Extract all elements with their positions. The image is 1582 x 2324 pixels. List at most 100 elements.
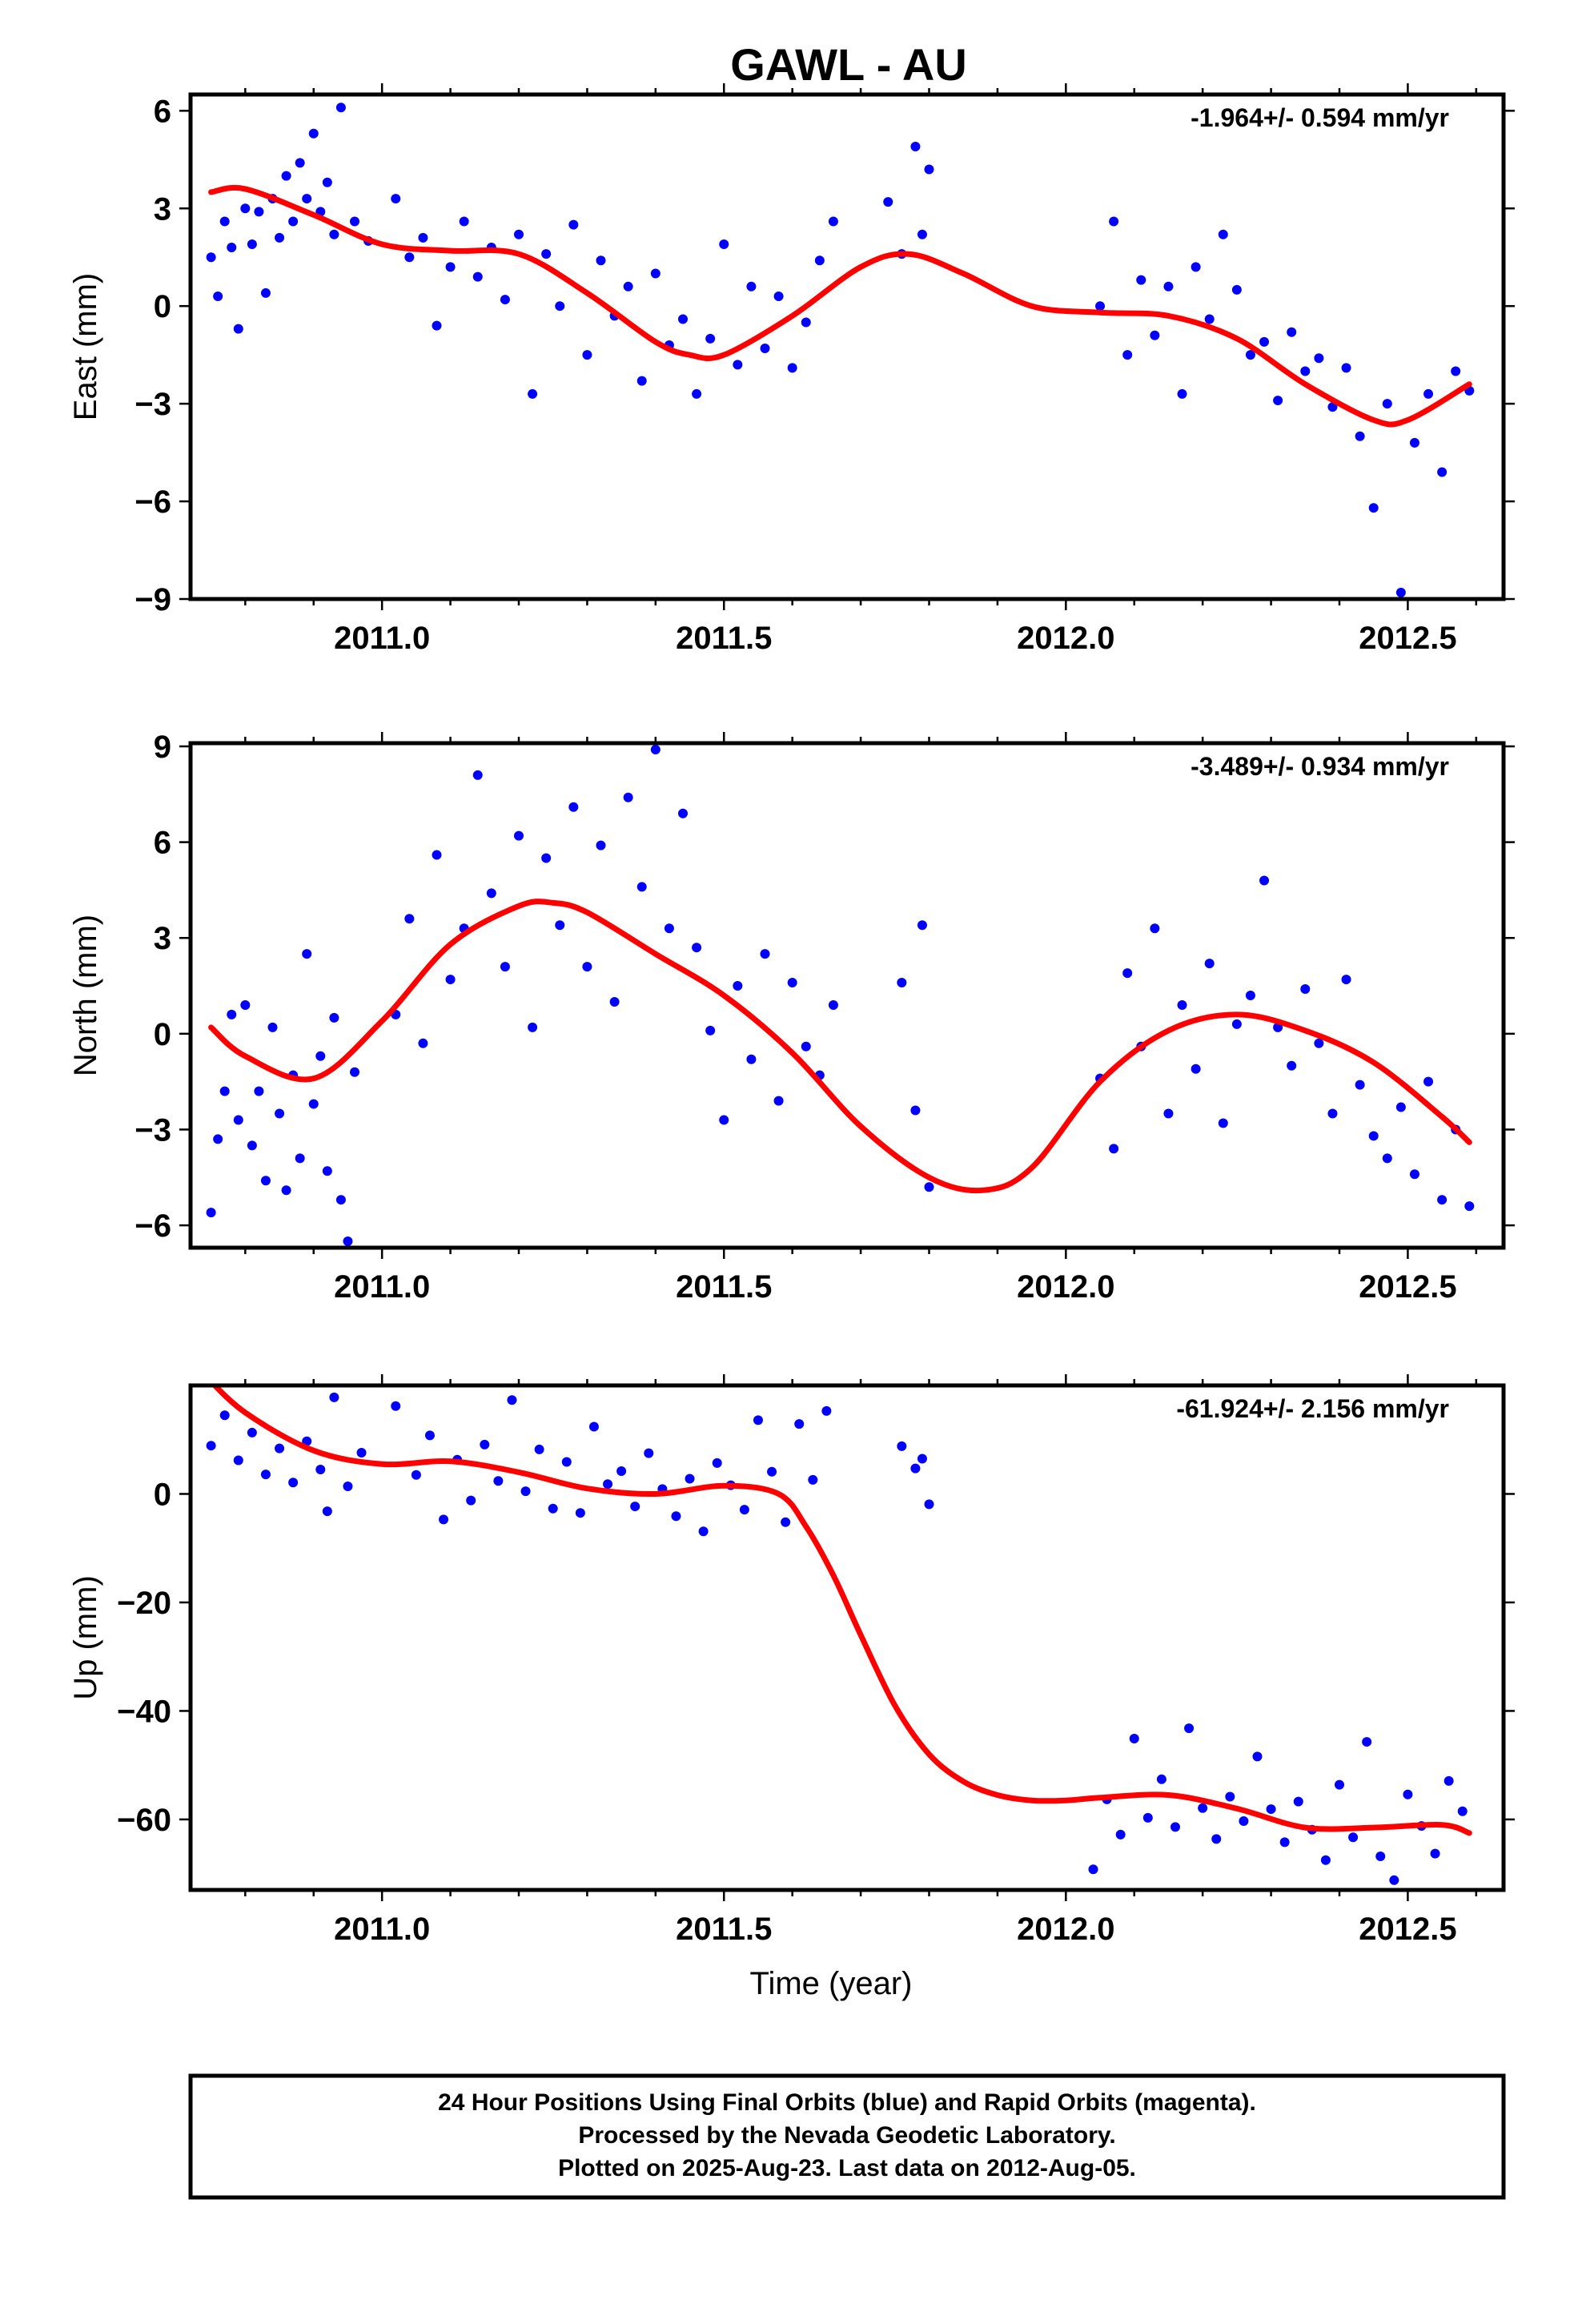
y-tick-label: 6 bbox=[154, 94, 171, 129]
data-point bbox=[1300, 366, 1311, 376]
data-point bbox=[445, 975, 456, 985]
data-point bbox=[1423, 1076, 1434, 1087]
data-point bbox=[650, 268, 661, 279]
data-point bbox=[705, 333, 716, 344]
x-tick-label: 2012.5 bbox=[1359, 1912, 1456, 1947]
data-point bbox=[1122, 350, 1133, 360]
up-fit-curve bbox=[211, 1385, 1472, 1836]
data-point bbox=[1239, 1815, 1249, 1826]
data-point bbox=[1430, 1848, 1440, 1859]
data-point bbox=[808, 1474, 818, 1485]
data-point bbox=[924, 1182, 934, 1192]
data-point bbox=[568, 802, 579, 812]
data-point bbox=[418, 232, 428, 243]
data-point bbox=[616, 1466, 627, 1477]
data-point bbox=[1457, 1806, 1468, 1816]
data-point bbox=[787, 363, 797, 373]
data-point bbox=[1437, 467, 1447, 477]
data-point bbox=[582, 962, 592, 972]
data-point bbox=[739, 1505, 749, 1515]
data-point bbox=[541, 249, 552, 259]
data-point bbox=[1170, 1822, 1180, 1832]
data-point bbox=[644, 1448, 654, 1458]
data-point bbox=[1225, 1791, 1235, 1802]
east-axes-frame bbox=[188, 92, 1506, 601]
data-point bbox=[260, 287, 271, 298]
data-point bbox=[247, 1427, 257, 1437]
y-tick-label: 0 bbox=[154, 1477, 171, 1512]
data-point bbox=[1348, 1832, 1359, 1843]
data-point bbox=[329, 1392, 339, 1402]
data-point bbox=[1382, 399, 1392, 409]
data-point bbox=[1389, 1875, 1399, 1885]
y-tick-label: −6 bbox=[135, 1208, 171, 1244]
data-point bbox=[678, 808, 688, 818]
data-point bbox=[917, 1454, 927, 1464]
chart-title: GAWL - AU bbox=[730, 39, 967, 90]
data-point bbox=[781, 1517, 791, 1527]
data-point bbox=[719, 1115, 729, 1125]
data-point bbox=[1231, 284, 1242, 295]
data-point bbox=[404, 914, 415, 924]
data-point bbox=[439, 1514, 449, 1525]
y-tick-label: 0 bbox=[154, 1017, 171, 1052]
data-point bbox=[329, 229, 339, 239]
data-point bbox=[281, 171, 291, 181]
data-point bbox=[1177, 999, 1187, 1010]
data-point bbox=[206, 1441, 216, 1451]
data-point bbox=[1115, 1829, 1126, 1839]
data-point bbox=[275, 232, 285, 243]
data-point bbox=[472, 271, 483, 282]
data-point bbox=[302, 949, 312, 959]
x-tick-label: 2011.5 bbox=[676, 1269, 772, 1305]
data-point bbox=[924, 164, 934, 175]
data-point bbox=[411, 1470, 421, 1480]
data-point bbox=[1368, 1131, 1379, 1141]
data-point bbox=[1191, 262, 1201, 272]
data-point bbox=[514, 229, 524, 239]
x-tick-label: 2012.5 bbox=[1359, 621, 1456, 656]
data-point bbox=[275, 1108, 285, 1119]
data-point bbox=[1218, 229, 1228, 239]
up-panel: 2011.0 2011.5 2012.0 2012.5 −60 −40 −20 0 Up (mm… bbox=[68, 1374, 1515, 2001]
data-point bbox=[528, 388, 538, 399]
data-point bbox=[828, 216, 838, 227]
data-point bbox=[213, 292, 223, 301]
data-point bbox=[609, 996, 620, 1007]
data-point bbox=[698, 1526, 709, 1537]
data-point bbox=[814, 255, 825, 266]
data-point bbox=[295, 1153, 305, 1164]
data-point bbox=[1327, 402, 1338, 412]
data-point bbox=[227, 243, 237, 253]
footer-line-1: 24 Hour Positions Using Final Orbits (bl… bbox=[438, 2089, 1256, 2116]
north-points bbox=[206, 744, 1475, 1247]
data-point bbox=[1382, 1153, 1392, 1164]
data-point bbox=[1198, 1803, 1208, 1813]
plot-panels: 2011.0 2011.5 2012.0 2012.5 −9 −6 −3 0 3 6 East (m… bbox=[68, 83, 1515, 2001]
data-point bbox=[206, 252, 216, 263]
y-tick-label: −9 bbox=[135, 582, 171, 617]
data-point bbox=[692, 943, 702, 953]
y-tick-label: 0 bbox=[154, 289, 171, 324]
data-point bbox=[1184, 1723, 1195, 1734]
y-axis-label: East (mm) bbox=[68, 273, 103, 420]
data-point bbox=[760, 949, 770, 959]
data-point bbox=[315, 1465, 326, 1474]
data-point bbox=[630, 1502, 640, 1512]
data-point bbox=[424, 1430, 435, 1441]
x-tick-label: 2011.5 bbox=[676, 621, 772, 656]
data-point bbox=[1409, 437, 1419, 448]
data-point bbox=[897, 978, 907, 988]
data-point bbox=[1150, 330, 1160, 340]
data-point bbox=[910, 142, 921, 152]
y-tick-label: −3 bbox=[135, 1112, 171, 1148]
data-point bbox=[664, 923, 674, 934]
east-fit-curve bbox=[208, 184, 1472, 428]
data-point bbox=[391, 194, 401, 204]
data-point bbox=[432, 850, 442, 860]
data-point bbox=[794, 1419, 805, 1429]
data-point bbox=[1211, 1834, 1222, 1844]
data-point bbox=[1287, 327, 1297, 337]
data-point bbox=[1136, 275, 1146, 285]
up-axes-frame bbox=[188, 1383, 1506, 1892]
